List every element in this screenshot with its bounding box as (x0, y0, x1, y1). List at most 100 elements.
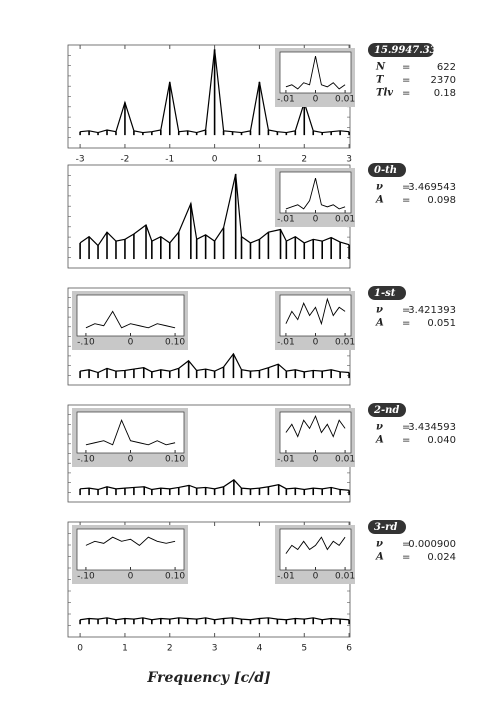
param-sign: = (402, 305, 410, 316)
param-symbol: A (375, 435, 384, 446)
param-value: 0.024 (427, 552, 456, 563)
inset-tick-label: -.01 (277, 455, 295, 465)
inset-spectrum (85, 418, 176, 446)
x-tick-label: 2 (301, 155, 307, 165)
x-tick-label: 1 (122, 644, 128, 654)
inset-spectrum (85, 310, 176, 329)
inset-tick-label: 0.01 (335, 338, 355, 348)
inset-tick-label: 0.01 (335, 572, 355, 582)
x-axis-label: Frequency [c/d] (146, 670, 271, 686)
inset-spectrum (285, 297, 346, 326)
inset-tick-label: -.10 (77, 455, 95, 465)
spectrum-baseline (79, 173, 350, 247)
panel-badge (368, 403, 406, 417)
x-tick-label: 1 (257, 155, 263, 165)
x-tick-label: 4 (257, 644, 263, 654)
inset-tick-label: -.10 (77, 572, 95, 582)
param-symbol: Tlv (376, 88, 393, 99)
x-tick-label: -3 (76, 155, 85, 165)
x-tick-label: 3 (346, 155, 352, 165)
param-sign: = (402, 318, 410, 329)
x-tick-label: 0 (77, 644, 83, 654)
param-value: 622 (437, 62, 456, 73)
inset-tick-label: 0 (313, 572, 319, 582)
param-sign: = (402, 422, 410, 433)
inset-spectrum (285, 178, 346, 210)
param-value: 0.000900 (408, 539, 456, 550)
panel-badge-label: 3-rd (374, 522, 397, 533)
inset-tick-label: 0.10 (165, 572, 185, 582)
inset-tick-label: 0.01 (335, 95, 355, 105)
panel-badge (368, 520, 406, 534)
inset-frame (76, 528, 185, 571)
param-value: 0.051 (427, 318, 456, 329)
param-sign: = (402, 435, 410, 446)
inset-frame (76, 294, 185, 337)
param-value: 3.421393 (408, 305, 456, 316)
param-symbol: A (375, 552, 384, 563)
inset-tick-label: 0 (128, 455, 134, 465)
inset-tick-label: 0 (128, 572, 134, 582)
param-symbol: ν (376, 182, 383, 193)
x-tick-label: 0 (212, 155, 218, 165)
inset-spectrum (285, 414, 346, 438)
param-symbol: A (375, 195, 384, 206)
x-tick-label: 3 (212, 644, 218, 654)
param-sign: = (402, 75, 410, 86)
inset-tick-label: 0 (313, 95, 319, 105)
param-sign: = (402, 88, 410, 99)
inset-tick-label: 0.10 (165, 455, 185, 465)
param-sign: = (402, 552, 410, 563)
inset-tick-label: -.01 (277, 338, 295, 348)
panel-badge (368, 43, 434, 57)
panel-badge-label: 1-st (374, 288, 396, 299)
panel-badge-label: 2-nd (373, 405, 399, 416)
param-value: 3.469543 (408, 182, 456, 193)
param-value: 2370 (431, 75, 456, 86)
panel-badge-label: 0-th (374, 165, 397, 176)
param-symbol: ν (376, 422, 383, 433)
param-sign: = (402, 539, 410, 550)
inset-tick-label: 0 (313, 338, 319, 348)
x-tick-label: 5 (301, 644, 307, 654)
x-tick-label: -2 (120, 155, 129, 165)
inset-tick-label: -.10 (77, 338, 95, 348)
inset-tick-label: 0.10 (165, 338, 185, 348)
inset-frame (76, 411, 185, 454)
param-symbol: T (376, 75, 385, 86)
param-symbol: N (375, 62, 386, 73)
param-symbol: ν (376, 539, 383, 550)
inset-tick-label: -.01 (277, 95, 295, 105)
param-sign: = (402, 182, 410, 193)
x-tick-label: 2 (167, 644, 173, 654)
param-value: 3.434593 (408, 422, 456, 433)
inset-spectrum (285, 536, 346, 554)
inset-frame (279, 528, 352, 571)
param-sign: = (402, 62, 410, 73)
spectrum-baseline (80, 352, 350, 374)
inset-tick-label: 0 (313, 455, 319, 465)
param-sign: = (402, 195, 410, 206)
param-value: 0.18 (434, 88, 456, 99)
x-tick-label: -1 (165, 155, 174, 165)
inset-tick-label: -.01 (277, 215, 295, 225)
x-tick-label: 6 (346, 644, 352, 654)
inset-tick-label: 0.01 (335, 215, 355, 225)
inset-tick-label: 0 (313, 215, 319, 225)
inset-spectrum (85, 536, 176, 546)
inset-spectrum (285, 56, 346, 90)
panel-badge (368, 286, 406, 300)
param-symbol: ν (376, 305, 383, 316)
param-symbol: A (375, 318, 384, 329)
inset-frame (279, 294, 352, 337)
inset-tick-label: 0.01 (335, 455, 355, 465)
panel-badge (368, 163, 406, 177)
spectrum-baseline (80, 617, 350, 621)
inset-tick-label: -.01 (277, 572, 295, 582)
spectrum-baseline (80, 479, 350, 491)
panel-badge-label: 15.9947.338 (374, 45, 444, 56)
param-value: 0.098 (427, 195, 456, 206)
inset-tick-label: 0 (128, 338, 134, 348)
inset-frame (279, 411, 352, 454)
